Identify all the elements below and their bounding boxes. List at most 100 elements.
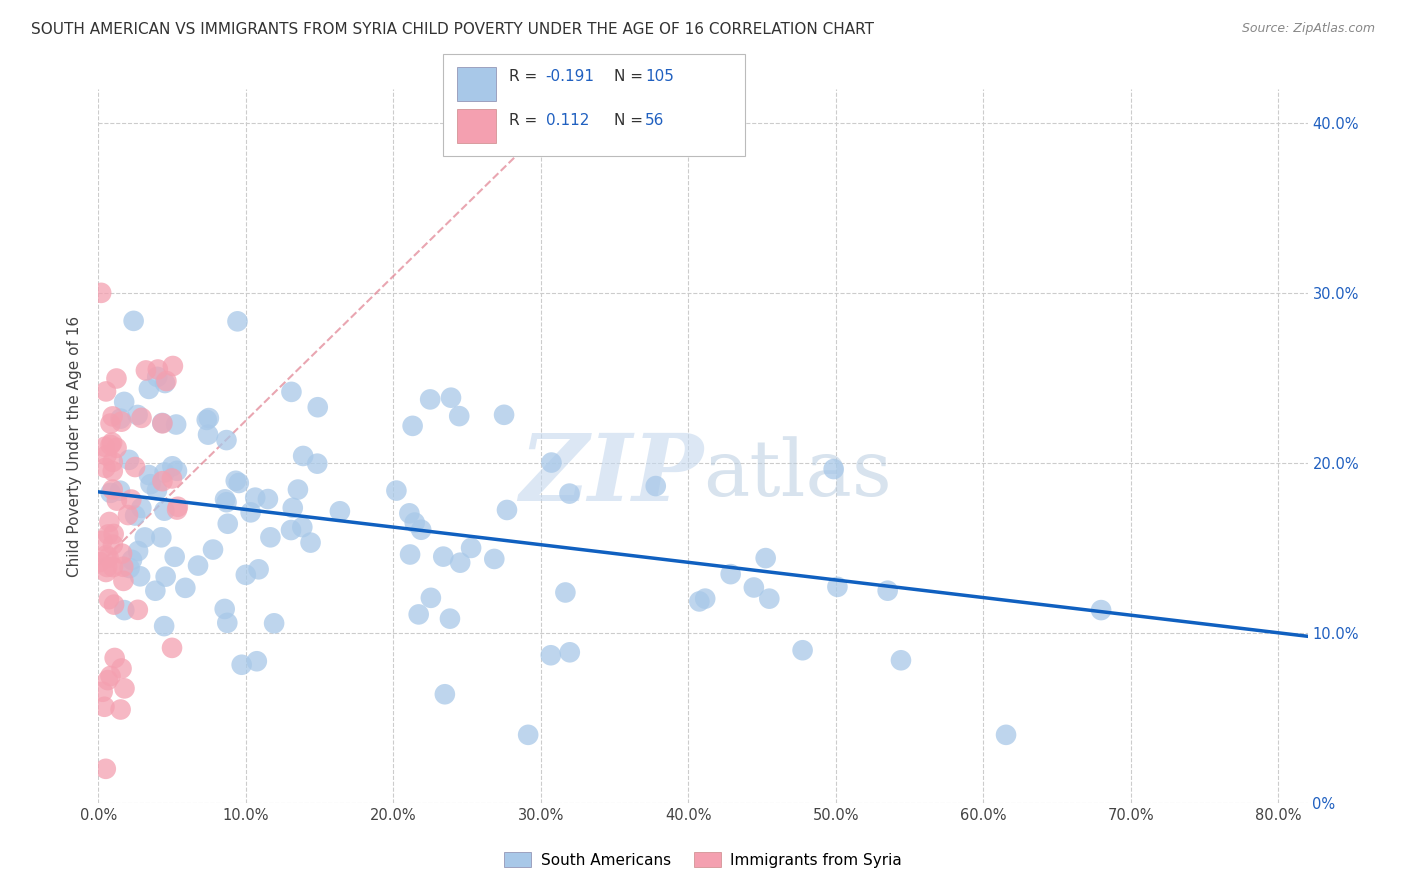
Point bbox=[153, 376, 176, 390]
Point bbox=[401, 418, 423, 433]
Text: 56: 56 bbox=[645, 113, 665, 128]
Point bbox=[540, 648, 562, 663]
Point bbox=[214, 492, 236, 507]
Point bbox=[449, 556, 471, 570]
Point bbox=[131, 410, 153, 425]
Point bbox=[460, 541, 482, 555]
Point bbox=[496, 503, 519, 517]
Point bbox=[110, 411, 132, 425]
Point bbox=[419, 591, 441, 605]
Point bbox=[89, 555, 111, 569]
Point bbox=[101, 538, 124, 552]
Point bbox=[217, 615, 239, 630]
Point bbox=[440, 391, 463, 405]
Point bbox=[153, 504, 176, 518]
Point bbox=[644, 479, 666, 493]
Point bbox=[93, 699, 115, 714]
Point bbox=[127, 544, 149, 558]
Point bbox=[307, 401, 329, 415]
Point bbox=[111, 547, 134, 561]
Point bbox=[97, 550, 120, 565]
Point bbox=[103, 527, 125, 541]
Text: R =: R = bbox=[509, 113, 547, 128]
Point bbox=[94, 565, 117, 579]
Point bbox=[198, 411, 221, 425]
Point bbox=[166, 500, 188, 514]
Point bbox=[96, 560, 118, 574]
Text: N =: N = bbox=[614, 113, 654, 128]
Point bbox=[165, 417, 187, 432]
Point bbox=[758, 591, 780, 606]
Point bbox=[112, 574, 135, 588]
Point bbox=[287, 483, 309, 497]
Point bbox=[215, 495, 238, 509]
Point bbox=[225, 474, 247, 488]
Text: N =: N = bbox=[614, 70, 648, 84]
Point bbox=[127, 408, 149, 422]
Point bbox=[118, 453, 141, 467]
Point bbox=[558, 486, 581, 500]
Point bbox=[127, 603, 149, 617]
Point bbox=[720, 567, 742, 582]
Point bbox=[91, 685, 114, 699]
Point bbox=[100, 486, 122, 500]
Point bbox=[398, 506, 420, 520]
Legend: South Americans, Immigrants from Syria: South Americans, Immigrants from Syria bbox=[498, 846, 908, 873]
Point bbox=[101, 483, 124, 497]
Point bbox=[257, 491, 280, 506]
Point bbox=[174, 581, 197, 595]
Point bbox=[688, 594, 710, 608]
Point bbox=[129, 569, 152, 583]
Y-axis label: Child Poverty Under the Age of 16: Child Poverty Under the Age of 16 bbox=[67, 316, 83, 576]
Point bbox=[90, 285, 112, 300]
Point bbox=[231, 657, 253, 672]
Point bbox=[134, 531, 156, 545]
Point bbox=[112, 559, 135, 574]
Text: 105: 105 bbox=[645, 70, 675, 84]
Point bbox=[100, 669, 122, 683]
Point bbox=[143, 583, 166, 598]
Point bbox=[101, 435, 124, 450]
Point bbox=[411, 523, 433, 537]
Point bbox=[110, 661, 132, 675]
Point bbox=[152, 474, 174, 488]
Point bbox=[124, 460, 146, 475]
Text: atlas: atlas bbox=[703, 437, 891, 512]
Point bbox=[138, 468, 160, 483]
Point bbox=[195, 413, 218, 427]
Point bbox=[419, 392, 441, 407]
Point bbox=[433, 687, 456, 701]
Point bbox=[890, 653, 912, 667]
Point bbox=[160, 640, 183, 655]
Text: ZIP: ZIP bbox=[519, 430, 703, 519]
Point bbox=[114, 681, 136, 696]
Point bbox=[146, 369, 169, 384]
Point bbox=[98, 515, 121, 529]
Point bbox=[517, 728, 540, 742]
Point bbox=[97, 527, 120, 541]
Point bbox=[404, 516, 426, 530]
Point bbox=[96, 448, 118, 462]
Point bbox=[554, 585, 576, 599]
Point bbox=[827, 580, 849, 594]
Point bbox=[163, 549, 186, 564]
Point bbox=[105, 441, 128, 455]
Point bbox=[105, 371, 128, 385]
Point bbox=[100, 417, 122, 431]
Point bbox=[139, 477, 162, 491]
Point bbox=[823, 462, 845, 476]
Point bbox=[110, 702, 132, 716]
Point bbox=[246, 654, 269, 668]
Point bbox=[153, 619, 176, 633]
Point bbox=[150, 416, 173, 430]
Point bbox=[97, 592, 120, 607]
Point bbox=[146, 483, 169, 498]
Point bbox=[239, 505, 262, 519]
Point bbox=[876, 583, 898, 598]
Point bbox=[307, 457, 329, 471]
Point bbox=[742, 581, 765, 595]
Point bbox=[146, 362, 169, 376]
Text: SOUTH AMERICAN VS IMMIGRANTS FROM SYRIA CHILD POVERTY UNDER THE AGE OF 16 CORREL: SOUTH AMERICAN VS IMMIGRANTS FROM SYRIA … bbox=[31, 22, 875, 37]
Point bbox=[91, 533, 114, 548]
Point bbox=[94, 762, 117, 776]
